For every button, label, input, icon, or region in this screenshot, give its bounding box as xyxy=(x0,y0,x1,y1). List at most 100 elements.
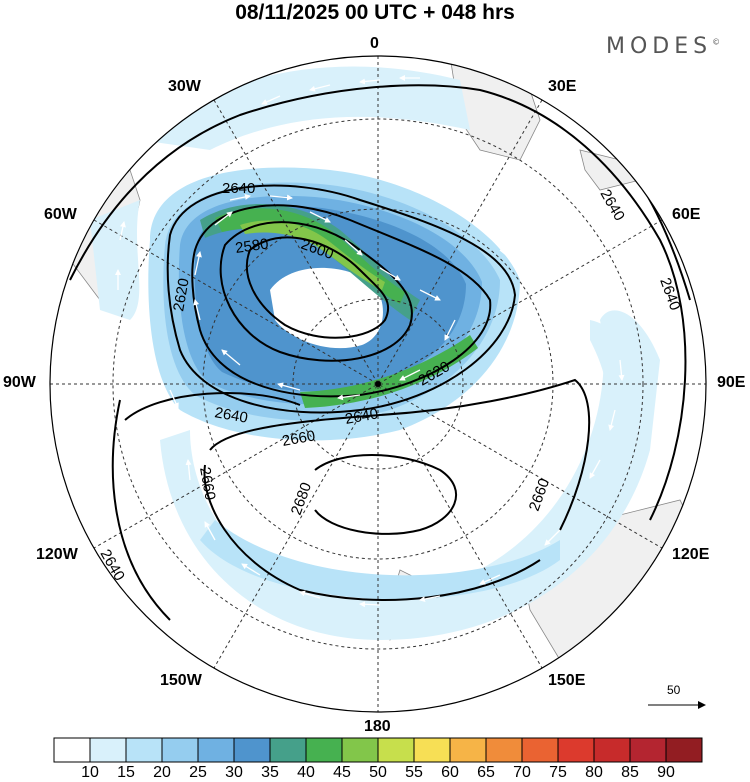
meridian-30 xyxy=(213,99,543,669)
contour-label: 2640 xyxy=(97,547,128,584)
lon-label-120w: 120W xyxy=(36,546,78,563)
contour-label: 2660 xyxy=(281,427,317,450)
colorbar-tick-label: 25 xyxy=(189,764,207,781)
colorbar-swatch xyxy=(125,737,163,763)
colorbar-swatch xyxy=(485,737,523,763)
south-pole-marker xyxy=(375,381,381,387)
shade-jet-50 xyxy=(240,220,385,290)
contour-label: 2580 xyxy=(234,235,269,256)
colorbar-swatch xyxy=(629,737,667,763)
shade-jet-south xyxy=(300,335,478,408)
colorbar-swatch xyxy=(593,737,631,763)
wind-vector xyxy=(479,574,501,585)
wind-vector xyxy=(544,529,561,546)
colorbar-swatch xyxy=(269,737,307,763)
lon-label-30e: 30E xyxy=(548,78,577,95)
colorbar-swatch xyxy=(665,737,703,763)
contour-label: 2660 xyxy=(196,466,219,502)
colorbar-tick-label: 85 xyxy=(621,764,639,781)
wind-vector xyxy=(261,95,281,105)
contour-label: 2640 xyxy=(222,180,255,197)
wind-vector xyxy=(193,299,201,321)
wind-vector xyxy=(344,239,363,256)
lat-circle-mid xyxy=(202,208,554,560)
contour-2660-south xyxy=(124,392,541,601)
shade-outer-west xyxy=(90,200,140,320)
wind-vector xyxy=(241,563,261,576)
colorbar-tick-label: 15 xyxy=(117,764,135,781)
contour-2620 xyxy=(191,204,492,398)
wind-vector xyxy=(214,211,233,226)
colorbar-swatch xyxy=(161,737,199,763)
wind-vector xyxy=(359,78,381,85)
wind-speed-shading xyxy=(90,66,660,640)
wind-vector xyxy=(309,211,331,223)
contour-label: 2680 xyxy=(288,480,315,517)
contour-label: 2640 xyxy=(344,405,380,428)
lon-label-90w: 90W xyxy=(3,374,36,391)
colorbar-tick-label: 50 xyxy=(369,764,387,781)
contour-2640-east xyxy=(559,99,691,301)
colorbar-tick-label: 70 xyxy=(513,764,531,781)
contour-label: 2660 xyxy=(526,476,553,513)
reference-vector-label: 50 xyxy=(667,683,681,697)
contour-2660 xyxy=(209,378,591,531)
wind-vector xyxy=(119,221,126,241)
colorbar-tick-label: 80 xyxy=(585,764,603,781)
colorbar-swatch xyxy=(305,737,343,763)
wind-vector xyxy=(419,595,441,602)
colorbar-swatch xyxy=(53,737,91,763)
contour-label: 2620 xyxy=(170,277,193,313)
wind-vector xyxy=(444,319,456,341)
lon-label-120e: 120E xyxy=(672,546,710,563)
colorbar xyxy=(53,737,703,763)
colorbar-swatch xyxy=(89,737,127,763)
contour-label: 2640 xyxy=(656,276,683,313)
brand-logo: MODES© xyxy=(606,34,720,59)
colorbar-tick-label: 65 xyxy=(477,764,495,781)
colorbar-tick-label: 20 xyxy=(153,764,171,781)
contour-2680 xyxy=(314,454,458,535)
colorbar-swatch xyxy=(377,737,415,763)
lon-label-90e: 90E xyxy=(717,374,746,391)
shade-outer-east xyxy=(590,320,642,470)
contour-2640-outer xyxy=(69,84,687,621)
wind-vector xyxy=(379,267,401,281)
shade-south-band xyxy=(200,520,560,600)
lon-label-150w: 150W xyxy=(160,672,202,689)
contour-label: 2640 xyxy=(213,404,249,427)
wind-vector xyxy=(229,194,251,201)
shade-jet-45 xyxy=(215,208,405,304)
lon-label-60e: 60E xyxy=(672,206,701,223)
colorbar-tick-label: 35 xyxy=(261,764,279,781)
wind-vector xyxy=(269,194,293,201)
shade-core-inner xyxy=(270,267,383,349)
shade-outer-north xyxy=(140,66,470,150)
wind-vector xyxy=(299,590,321,599)
colorbar-tick-label: 40 xyxy=(297,764,315,781)
brand-mark: © xyxy=(712,37,721,47)
wind-vector xyxy=(337,394,361,401)
wind-vector xyxy=(221,349,241,366)
map-title: 08/11/2025 00 UTC + 048 hrs xyxy=(235,1,515,24)
colorbar-swatch xyxy=(449,737,487,763)
colorbar-swatch xyxy=(521,737,559,763)
contour-label: 2640 xyxy=(597,187,628,224)
contour-2580 xyxy=(245,236,390,339)
lon-label-0: 0 xyxy=(370,35,379,52)
colorbar-tick-label: 60 xyxy=(441,764,459,781)
wind-vector xyxy=(399,369,421,381)
wind-vector xyxy=(419,289,441,301)
wind-vector xyxy=(359,601,381,608)
colorbar-tick-label: 30 xyxy=(225,764,243,781)
colorbar-swatch xyxy=(341,737,379,763)
colorbar-swatch xyxy=(233,737,271,763)
colorbar-tick-label: 55 xyxy=(405,764,423,781)
colorbar-tick-label: 75 xyxy=(549,764,567,781)
meridian-60 xyxy=(93,219,663,549)
wind-vector xyxy=(169,389,179,409)
colorbar-tick-label: 45 xyxy=(333,764,351,781)
lon-label-60w: 60W xyxy=(44,206,77,223)
wind-vectors xyxy=(115,75,625,608)
